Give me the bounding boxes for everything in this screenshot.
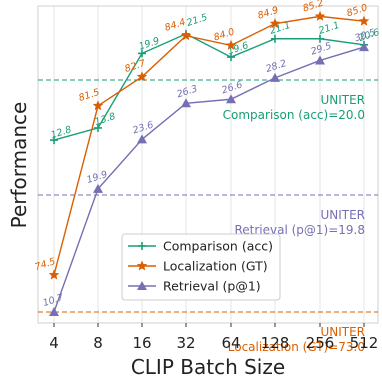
legend-marker [136, 260, 148, 271]
series-point [50, 136, 58, 145]
series-point [48, 269, 60, 280]
plot-frame [37, 5, 379, 324]
series-point [358, 15, 370, 26]
series-point [314, 10, 326, 21]
legend: Comparison (acc) Localization (GT) Retriev… [121, 233, 281, 301]
series-point [315, 55, 325, 65]
x-tick-label: 64 [221, 334, 240, 352]
x-tick-label: 16 [132, 334, 151, 352]
reference-label-top: UNITER [320, 93, 365, 107]
x-tick-label: 512 [350, 334, 379, 352]
series-point [359, 42, 369, 52]
x-tick-label: 128 [261, 334, 290, 352]
legend-marker [138, 242, 146, 250]
series-point [136, 71, 148, 82]
legend-item: Comparison (acc) [128, 239, 273, 254]
reference-label-bottom: Localization (GT)=73.0 [228, 340, 365, 354]
series-point [93, 183, 103, 193]
x-axis-label: CLIP Batch Size [131, 355, 285, 379]
series-point [94, 123, 102, 132]
series-point [92, 100, 104, 111]
legend-item: Retrieval (p@1) [128, 279, 261, 294]
legend-marker [137, 281, 147, 290]
series-point [181, 98, 191, 108]
series-point [227, 53, 235, 62]
reference-label-top: UNITER [320, 208, 365, 222]
x-tick-label: 256 [306, 334, 335, 352]
series-point [269, 17, 281, 29]
series-point [49, 307, 59, 316]
reference-label-bottom: Comparison (acc)=20.0 [223, 108, 365, 122]
series-line [53, 46, 365, 313]
x-ticks: 4 8 16 32 64 128 256 512 [49, 323, 378, 352]
legend-label: Localization (GT) [163, 259, 268, 274]
reference-label-top: UNITER [320, 325, 365, 339]
x-tick-label: 4 [49, 334, 59, 352]
series-point [316, 34, 324, 43]
legend-label: Retrieval (p@1) [163, 279, 261, 294]
series-point [271, 34, 279, 43]
series-line [53, 15, 365, 276]
legend-item: Localization (GT) [128, 259, 268, 274]
y-axis-label: Performance [7, 102, 31, 229]
series-point [180, 30, 192, 41]
legend-label: Comparison (acc) [163, 239, 273, 254]
legend-box [121, 233, 281, 301]
series-point [138, 49, 146, 58]
x-tick-label: 32 [176, 334, 195, 352]
x-tick-label: 8 [93, 334, 103, 352]
series-line [53, 33, 365, 141]
series-point [226, 94, 236, 104]
series-point [270, 72, 280, 82]
series-point [225, 39, 237, 50]
series-point [137, 134, 147, 144]
